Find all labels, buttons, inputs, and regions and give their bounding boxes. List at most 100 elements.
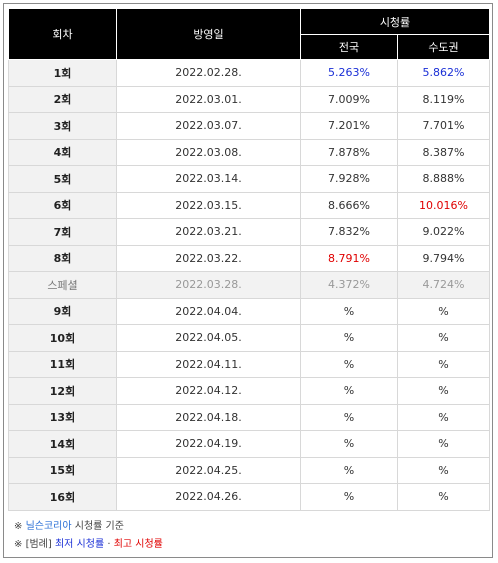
episode-cell: 8회 [8,244,117,272]
table-row: 5회 2022.03.14. 7.928% 8.888% [8,165,490,193]
capital-rating-cell: 9.794% [397,244,490,272]
nationwide-rating-cell: 7.201% [300,112,398,140]
header-nationwide: 전국 [300,34,398,60]
airdate-cell: 2022.03.14. [116,165,301,193]
nationwide-rating-cell: % [300,430,398,458]
table-row: 14회 2022.04.19.%% [8,430,490,458]
episode-cell: 1회 [8,59,117,87]
airdate-cell: 2022.03.07. [116,112,301,140]
source-name: 닐슨코리아 [25,521,72,532]
nationwide-rating-cell: % [300,483,398,511]
ratings-table: 회차 방영일 시청률 전국 수도권 1회 2022.02.28. 5.263% 5.8… [8,8,490,511]
episode-cell: 13회 [8,403,117,431]
table-row: 13회 2022.04.18.%% [8,403,490,431]
table-row: 10회 2022.04.05.%% [8,324,490,352]
capital-rating-cell: 5.862% [397,59,490,87]
table-row: 2회 2022.03.01. 7.009% 8.119% [8,85,490,113]
table-row: 16회 2022.04.26.%% [8,483,490,511]
table-header: 회차 방영일 시청률 전국 수도권 [8,8,490,60]
airdate-cell: 2022.04.12. [116,377,301,405]
episode-cell: 9회 [8,297,117,325]
capital-rating-cell: % [397,350,490,378]
note-mark: ※ [14,539,23,550]
nationwide-rating-cell: 4.372% [300,271,398,299]
nationwide-rating-cell: % [300,297,398,325]
episode-cell: 2회 [8,85,117,113]
nationwide-rating-cell: 8.666% [300,191,398,219]
airdate-cell: 2022.04.05. [116,324,301,352]
nationwide-rating-cell: 7.928% [300,165,398,193]
airdate-cell: 2022.04.25. [116,456,301,484]
table-row-special: 스페셜 2022.03.28. 4.372% 4.724% [8,271,490,299]
episode-cell: 14회 [8,430,117,458]
airdate-cell: 2022.04.04. [116,297,301,325]
table-row: 9회 2022.04.04.%% [8,297,490,325]
nationwide-rating-cell: 5.263% [300,59,398,87]
airdate-cell: 2022.03.15. [116,191,301,219]
episode-cell: 10회 [8,324,117,352]
legend-source-note: ※ 닐슨코리아 시청률 기준 [14,518,163,536]
episode-cell: 15회 [8,456,117,484]
capital-rating-cell: 8.888% [397,165,490,193]
source-rest: 시청률 기준 [71,521,124,532]
capital-rating-cell: 7.701% [397,112,490,140]
airdate-cell: 2022.04.26. [116,483,301,511]
table-row: 3회 2022.03.07. 7.201% 7.701% [8,112,490,140]
nationwide-rating-cell: 7.009% [300,85,398,113]
airdate-cell: 2022.04.18. [116,403,301,431]
nationwide-rating-cell: 7.878% [300,138,398,166]
capital-rating-cell: 9.022% [397,218,490,246]
legend-lowest: 최저 시청률 [54,539,105,550]
nationwide-rating-cell: % [300,456,398,484]
airdate-cell: 2022.03.08. [116,138,301,166]
note-mark: ※ [14,521,23,532]
capital-rating-cell: % [397,456,490,484]
table-row: 7회 2022.03.21. 7.832% 9.022% [8,218,490,246]
capital-rating-cell: % [397,297,490,325]
capital-rating-cell: % [397,430,490,458]
capital-rating-cell: % [397,324,490,352]
nationwide-rating-cell: % [300,403,398,431]
table-row: 1회 2022.02.28. 5.263% 5.862% [8,59,490,87]
table-row: 4회 2022.03.08. 7.878% 8.387% [8,138,490,166]
nationwide-rating-cell: 7.832% [300,218,398,246]
nationwide-rating-cell: % [300,324,398,352]
ratings-panel: 회차 방영일 시청률 전국 수도권 1회 2022.02.28. 5.263% 5.8… [3,3,493,558]
header-episode: 회차 [8,8,117,60]
nationwide-rating-cell: 8.791% [300,244,398,272]
capital-rating-cell: 8.119% [397,85,490,113]
episode-cell: 스페셜 [8,271,117,299]
capital-rating-cell: % [397,377,490,405]
airdate-cell: 2022.04.11. [116,350,301,378]
header-capital: 수도권 [397,34,490,60]
episode-cell: 11회 [8,350,117,378]
legend-highest: 최고 시청률 [113,539,163,550]
header-ratings: 시청률 [300,8,490,35]
capital-rating-cell: 4.724% [397,271,490,299]
capital-rating-cell: % [397,403,490,431]
nationwide-rating-cell: % [300,377,398,405]
table-row: 12회 2022.04.12.%% [8,377,490,405]
capital-rating-cell: % [397,483,490,511]
episode-cell: 5회 [8,165,117,193]
capital-rating-cell: 8.387% [397,138,490,166]
episode-cell: 16회 [8,483,117,511]
airdate-cell: 2022.03.21. [116,218,301,246]
table-row: 6회 2022.03.15. 8.666% 10.016% [8,191,490,219]
legend-key: ※ [범례] 최저 시청률 · 최고 시청률 [14,536,163,554]
episode-cell: 12회 [8,377,117,405]
table-row: 11회 2022.04.11.%% [8,350,490,378]
capital-rating-cell: 10.016% [397,191,490,219]
legend: ※ 닐슨코리아 시청률 기준 ※ [범례] 최저 시청률 · 최고 시청률 [14,518,163,554]
airdate-cell: 2022.03.01. [116,85,301,113]
airdate-cell: 2022.02.28. [116,59,301,87]
airdate-cell: 2022.03.22. [116,244,301,272]
episode-cell: 4회 [8,138,117,166]
table-row: 8회 2022.03.22. 8.791% 9.794% [8,244,490,272]
episode-cell: 6회 [8,191,117,219]
header-airdate: 방영일 [116,8,301,60]
nationwide-rating-cell: % [300,350,398,378]
episode-cell: 7회 [8,218,117,246]
legend-separator: · [104,539,114,550]
episode-cell: 3회 [8,112,117,140]
